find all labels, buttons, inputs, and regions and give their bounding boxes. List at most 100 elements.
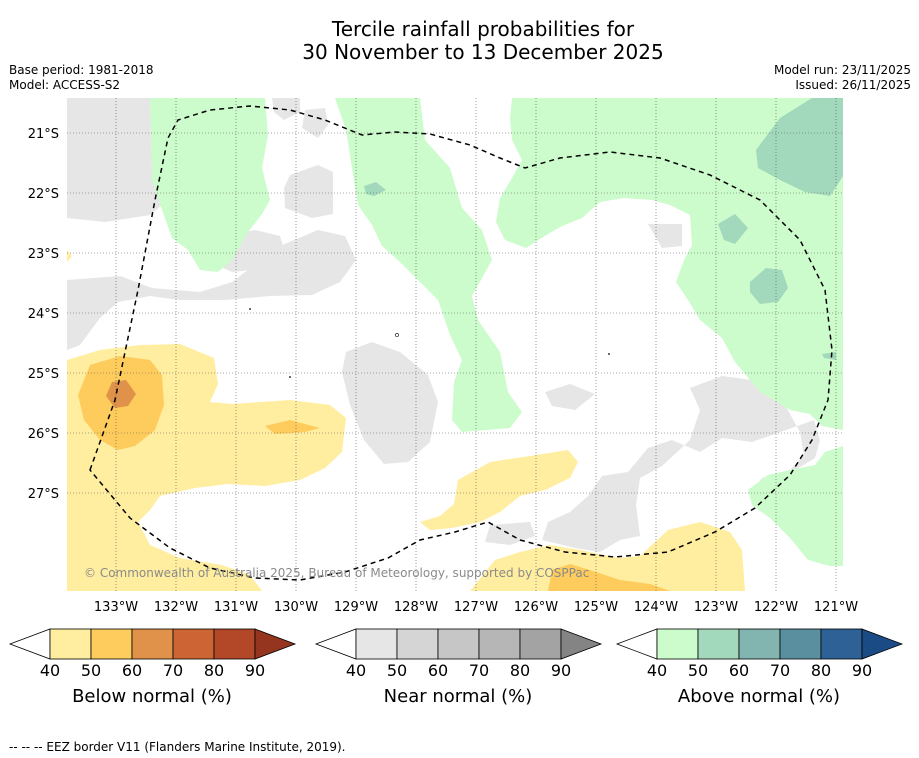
colorbar-extend-low [314, 628, 357, 660]
near-normal-region [542, 376, 820, 552]
colorbar-segment [738, 628, 781, 660]
colorbar-tick-label: 80 [510, 661, 530, 680]
colorbar-tick-label: 50 [387, 661, 407, 680]
lat-label: 25°S [28, 367, 59, 382]
map-area: © Commonwealth of Australia 2025, Bureau… [67, 98, 843, 591]
lat-label: 22°S [28, 187, 59, 202]
above-normal-region [822, 352, 836, 360]
lat-label: 24°S [28, 307, 59, 322]
colorbar-tick-label: 80 [811, 661, 831, 680]
colorbar-tick-label: 90 [551, 661, 571, 680]
above-normal-medium-regions [364, 98, 843, 360]
below-normal-strong-region [106, 380, 136, 408]
colorbar-extend-high [560, 628, 603, 660]
latitude-labels: 21°S 22°S 23°S 24°S 25°S 26°S 27°S [28, 127, 59, 502]
colorbar-segment [779, 628, 822, 660]
below-normal-region [67, 250, 72, 262]
eez-footnote: -- -- -- EEZ border V11 (Flanders Marine… [9, 740, 346, 754]
lon-label: 131°W [214, 600, 258, 615]
lon-label: 124°W [634, 600, 678, 615]
lon-label: 122°W [754, 600, 798, 615]
near-normal-region [648, 224, 682, 248]
lon-label: 126°W [514, 600, 558, 615]
model-run-text: Model run: 23/11/2025 [773, 63, 911, 77]
artefact-mark [249, 308, 251, 310]
colorbar-tick-label: 70 [770, 661, 790, 680]
lat-label: 27°S [28, 487, 59, 502]
colorbar-tick-label: 50 [81, 661, 101, 680]
colorbar-segment [355, 628, 398, 660]
colorbar-tick-label: 70 [469, 661, 489, 680]
lat-label: 21°S [28, 127, 59, 142]
colorbar-tick-label: 90 [852, 661, 872, 680]
lon-label: 132°W [154, 600, 198, 615]
lat-label: 26°S [28, 427, 59, 442]
colorbar-extend-high [861, 628, 904, 660]
meta-left: Base period: 1981-2018 Model: ACCESS-S2 [9, 63, 154, 93]
above-normal-region [750, 268, 788, 304]
colorbar-segment [820, 628, 863, 660]
colorbar-extend-low [8, 628, 51, 660]
lon-label: 121°W [814, 600, 858, 615]
colorbar-segment [49, 628, 92, 660]
model-text: Model: ACCESS-S2 [9, 78, 121, 92]
colorbar-segment [697, 628, 740, 660]
below-normal-region [548, 564, 670, 591]
base-period-text: Base period: 1981-2018 [9, 63, 154, 77]
colorbar-segment [437, 628, 480, 660]
above-normal-light-regions [150, 98, 843, 566]
longitude-labels: 133°W 132°W 131°W 130°W 129°W 128°W 127°… [94, 600, 858, 615]
near-normal-region [342, 342, 438, 464]
colorbar-segment [396, 628, 439, 660]
colorbar-tick-label: 60 [122, 661, 142, 680]
colorbar-segment [172, 628, 215, 660]
gridlines [67, 98, 843, 591]
above-normal-colorbar: 40 50 60 70 80 90 [615, 628, 904, 680]
below-normal-region [470, 522, 745, 591]
lat-label: 23°S [28, 247, 59, 262]
lon-label: 123°W [694, 600, 738, 615]
lon-label: 133°W [94, 600, 138, 615]
lon-label: 129°W [334, 600, 378, 615]
below-normal-legend-label: Below normal (%) [72, 686, 232, 707]
above-normal-region [748, 446, 843, 566]
title-line-1: Tercile rainfall probabilities for [331, 17, 635, 41]
near-normal-region [67, 98, 162, 222]
colorbar-segment [213, 628, 256, 660]
colorbar-tick-label: 50 [688, 661, 708, 680]
colorbar-tick-label: 40 [346, 661, 366, 680]
colorbar-extend-low [615, 628, 658, 660]
copyright-text: © Commonwealth of Australia 2025, Bureau… [84, 566, 589, 580]
colorbar-tick-label: 80 [204, 661, 224, 680]
lon-label: 128°W [394, 600, 438, 615]
below-normal-colorbar: 40 50 60 70 80 90 [8, 628, 297, 680]
colorbar-segment [90, 628, 133, 660]
artefact-mark [289, 376, 291, 378]
above-normal-legend-label: Above normal (%) [677, 686, 841, 707]
above-normal-region [150, 98, 270, 272]
eez-border [89, 105, 833, 581]
lon-label: 125°W [574, 600, 618, 615]
colorbar-extend-high [254, 628, 297, 660]
meta-right: Model run: 23/11/2025 Issued: 26/11/2025 [774, 63, 911, 93]
colorbar-tick-label: 60 [729, 661, 749, 680]
colorbar-tick-label: 40 [647, 661, 667, 680]
colorbar-legends: 40 50 60 70 80 90 40 50 60 70 80 90 40 50 60 70 80 90 [8, 628, 904, 680]
near-normal-colorbar: 40 50 60 70 80 90 [314, 628, 603, 680]
above-normal-region [496, 98, 843, 430]
colorbar-segment [478, 628, 521, 660]
issued-text: Issued: 26/11/2025 [795, 78, 911, 92]
artefact-mark [608, 353, 610, 355]
artefact-marks [249, 308, 610, 378]
below-normal-region [265, 420, 320, 434]
colorbar-segment [656, 628, 699, 660]
below-normal-region [420, 450, 578, 530]
colorbar-segment [519, 628, 562, 660]
artefact-mark [395, 333, 399, 337]
near-normal-region [284, 165, 333, 218]
above-normal-region [364, 182, 386, 196]
near-normal-regions [67, 98, 820, 578]
near-normal-legend-label: Near normal (%) [383, 686, 533, 707]
colorbar-tick-label: 40 [40, 661, 60, 680]
